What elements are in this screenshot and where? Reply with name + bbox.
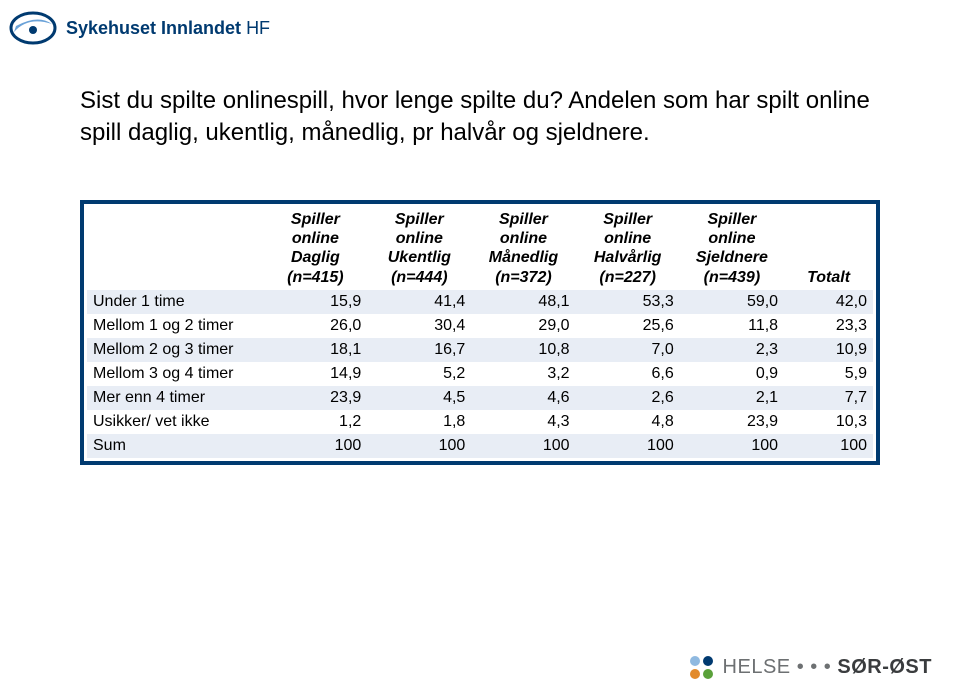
- footer-logo-icon: [690, 656, 713, 679]
- cell: 11,8: [680, 314, 784, 338]
- cell: 14,9: [263, 362, 367, 386]
- table-header: Spiller online Halvårlig (n=227): [576, 207, 680, 290]
- dot-icon: [703, 656, 713, 666]
- cell: 30,4: [367, 314, 471, 338]
- cell: 4,3: [471, 410, 575, 434]
- table-header: Spiller online Daglig (n=415): [263, 207, 367, 290]
- cell: 6,6: [576, 362, 680, 386]
- cell: 100: [263, 434, 367, 458]
- cell: 10,9: [784, 338, 873, 362]
- table-header-blank: [87, 207, 263, 290]
- row-label: Mellom 2 og 3 timer: [87, 338, 263, 362]
- cell: 2,6: [576, 386, 680, 410]
- cell: 10,8: [471, 338, 575, 362]
- dot-icon: [690, 656, 700, 666]
- footer-logo: HELSE • • • SØR-ØST: [690, 656, 932, 679]
- cell: 100: [784, 434, 873, 458]
- cell: 15,9: [263, 290, 367, 314]
- cell: 16,7: [367, 338, 471, 362]
- cell: 23,9: [680, 410, 784, 434]
- row-label: Usikker/ vet ikke: [87, 410, 263, 434]
- cell: 2,1: [680, 386, 784, 410]
- cell: 7,0: [576, 338, 680, 362]
- cell: 5,2: [367, 362, 471, 386]
- cell: 59,0: [680, 290, 784, 314]
- cell: 4,5: [367, 386, 471, 410]
- cell: 25,6: [576, 314, 680, 338]
- table-header: Spiller online Ukentlig (n=444): [367, 207, 471, 290]
- cell: 100: [471, 434, 575, 458]
- cell: 2,3: [680, 338, 784, 362]
- row-label: Mellom 1 og 2 timer: [87, 314, 263, 338]
- cell: 53,3: [576, 290, 680, 314]
- org-logo-icon: [8, 8, 58, 48]
- cell: 4,8: [576, 410, 680, 434]
- cell: 26,0: [263, 314, 367, 338]
- cell: 100: [367, 434, 471, 458]
- cell: 4,6: [471, 386, 575, 410]
- org-logo-text: Sykehuset Innlandet HF: [66, 18, 270, 39]
- footer-text-bold: SØR-ØST: [837, 656, 932, 678]
- footer-text-dot: • • •: [797, 656, 838, 678]
- table-header: Spiller online Månedlig (n=372): [471, 207, 575, 290]
- table-row: Mer enn 4 timer 23,9 4,5 4,6 2,6 2,1 7,7: [87, 386, 873, 410]
- row-label: Mellom 3 og 4 timer: [87, 362, 263, 386]
- cell: 18,1: [263, 338, 367, 362]
- footer-logo-text: HELSE • • • SØR-ØST: [723, 656, 932, 679]
- table-row: Under 1 time 15,9 41,4 48,1 53,3 59,0 42…: [87, 290, 873, 314]
- cell: 7,7: [784, 386, 873, 410]
- cell: 100: [680, 434, 784, 458]
- table-row: Usikker/ vet ikke 1,2 1,8 4,3 4,8 23,9 1…: [87, 410, 873, 434]
- table-header: Spiller online Sjeldnere (n=439): [680, 207, 784, 290]
- cell: 29,0: [471, 314, 575, 338]
- org-logo-top: Sykehuset Innlandet HF: [8, 8, 270, 48]
- cell: 42,0: [784, 290, 873, 314]
- cell: 23,3: [784, 314, 873, 338]
- cell: 23,9: [263, 386, 367, 410]
- cell: 10,3: [784, 410, 873, 434]
- org-name-suffix: HF: [246, 18, 270, 38]
- cell: 1,2: [263, 410, 367, 434]
- table-row: Mellom 1 og 2 timer 26,0 30,4 29,0 25,6 …: [87, 314, 873, 338]
- cell: 48,1: [471, 290, 575, 314]
- data-table-container: Spiller online Daglig (n=415) Spiller on…: [80, 200, 880, 465]
- slide: Sykehuset Innlandet HF Sist du spilte on…: [0, 0, 960, 697]
- slide-title: Sist du spilte onlinespill, hvor lenge s…: [80, 85, 880, 150]
- dot-icon: [690, 669, 700, 679]
- cell: 1,8: [367, 410, 471, 434]
- cell: 5,9: [784, 362, 873, 386]
- data-table: Spiller online Daglig (n=415) Spiller on…: [87, 207, 873, 458]
- cell: 0,9: [680, 362, 784, 386]
- row-label: Sum: [87, 434, 263, 458]
- cell: 41,4: [367, 290, 471, 314]
- footer-text-left: HELSE: [723, 656, 791, 678]
- table-header: Totalt: [784, 207, 873, 290]
- row-label: Mer enn 4 timer: [87, 386, 263, 410]
- cell: 3,2: [471, 362, 575, 386]
- cell: 100: [576, 434, 680, 458]
- table-body: Under 1 time 15,9 41,4 48,1 53,3 59,0 42…: [87, 290, 873, 458]
- table-row: Sum 100 100 100 100 100 100: [87, 434, 873, 458]
- row-label: Under 1 time: [87, 290, 263, 314]
- table-header-row: Spiller online Daglig (n=415) Spiller on…: [87, 207, 873, 290]
- dot-icon: [703, 669, 713, 679]
- org-name-primary: Sykehuset Innlandet: [66, 18, 241, 38]
- table-row: Mellom 2 og 3 timer 18,1 16,7 10,8 7,0 2…: [87, 338, 873, 362]
- table-row: Mellom 3 og 4 timer 14,9 5,2 3,2 6,6 0,9…: [87, 362, 873, 386]
